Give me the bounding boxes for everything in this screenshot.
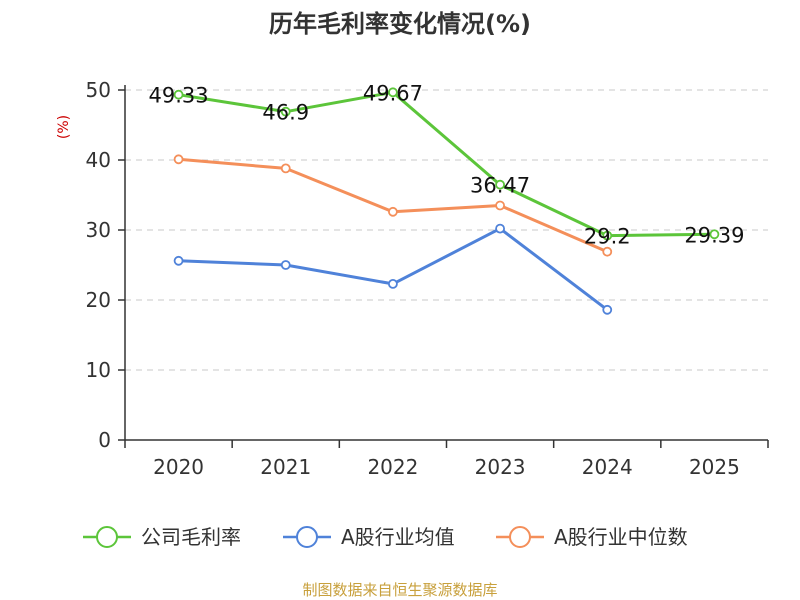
y-tick-label: 0 [98,428,111,452]
x-tick-label: 2025 [689,455,740,479]
data-point [495,179,505,190]
x-tick-label: 2023 [475,455,526,479]
x-tick-label: 2021 [260,455,311,479]
data-labels: 49.33 46.9 49.67 36.47 29.2 29.39 [149,81,745,248]
y-tick-label: 30 [86,218,111,242]
data-point [280,106,291,117]
data-point [602,246,613,257]
series-line-2 [178,227,609,311]
y-tick-label: 50 [86,78,111,102]
data-point [173,255,184,266]
legend-item-3[interactable]: A股行业中位数 [496,525,688,549]
y-tick-label: 40 [86,148,111,172]
data-label: 29.2 [584,225,631,249]
data-point [495,223,505,234]
data-point [173,89,184,100]
y-tick-label: 20 [86,288,111,312]
legend-label: 公司毛利率 [141,525,241,549]
data-label: 49.67 [363,81,423,105]
data-point [388,278,398,289]
data-point [602,304,613,315]
data-label: 29.39 [684,223,744,247]
legend-item-1[interactable]: 公司毛利率 [83,525,241,549]
chart-title: 历年毛利率变化情况(%) [269,10,531,38]
data-point [388,206,398,217]
legend-marker [509,526,531,548]
data-point [388,87,398,98]
data-point [602,230,613,241]
data-label: 46.9 [262,101,309,125]
legend[interactable]: 公司毛利率 A股行业均值 A股行业中位数 [83,525,688,549]
legend-marker [296,526,318,548]
y-axis-label: (%) [56,115,72,139]
data-point [280,163,291,174]
x-tick-label: 2020 [153,455,204,479]
y-tick-label: 10 [86,358,111,382]
data-label: 36.47 [470,174,530,198]
legend-label: A股行业中位数 [554,525,688,549]
data-point [495,200,505,211]
legend-item-2[interactable]: A股行业均值 [283,525,455,549]
gridlines [125,89,768,371]
data-label: 49.33 [149,84,209,108]
data-point [280,260,291,270]
legend-marker [96,526,118,548]
x-tick-label: 2022 [367,455,418,479]
data-point [709,229,720,240]
series-layer [173,87,720,315]
legend-label: A股行业均值 [341,525,455,549]
axes: 0 10 20 30 40 50 2020 2021 2022 2023 2024 2025 [86,78,769,479]
source-note: 制图数据来自恒生聚源数据库 [302,581,497,599]
data-point [173,154,184,165]
x-tick-label: 2024 [582,455,633,479]
series-line-1 [178,90,715,238]
